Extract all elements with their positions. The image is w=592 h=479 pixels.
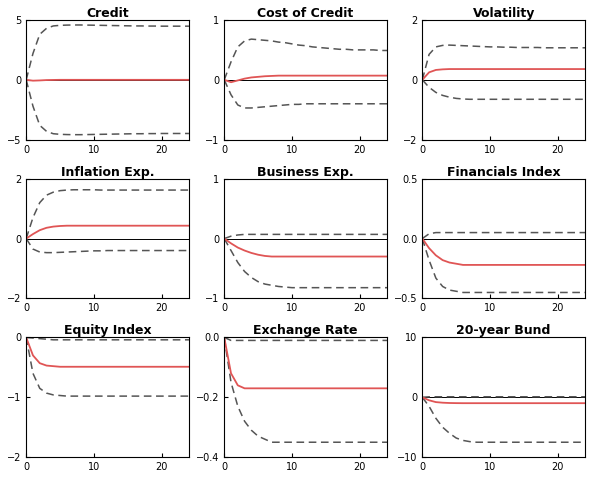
Title: Inflation Exp.: Inflation Exp.	[61, 166, 155, 179]
Title: Exchange Rate: Exchange Rate	[253, 324, 358, 337]
Title: Cost of Credit: Cost of Credit	[258, 7, 354, 20]
Title: Volatility: Volatility	[472, 7, 535, 20]
Title: Business Exp.: Business Exp.	[258, 166, 354, 179]
Title: 20-year Bund: 20-year Bund	[456, 324, 551, 337]
Title: Credit: Credit	[86, 7, 129, 20]
Title: Financials Index: Financials Index	[447, 166, 561, 179]
Title: Equity Index: Equity Index	[64, 324, 152, 337]
